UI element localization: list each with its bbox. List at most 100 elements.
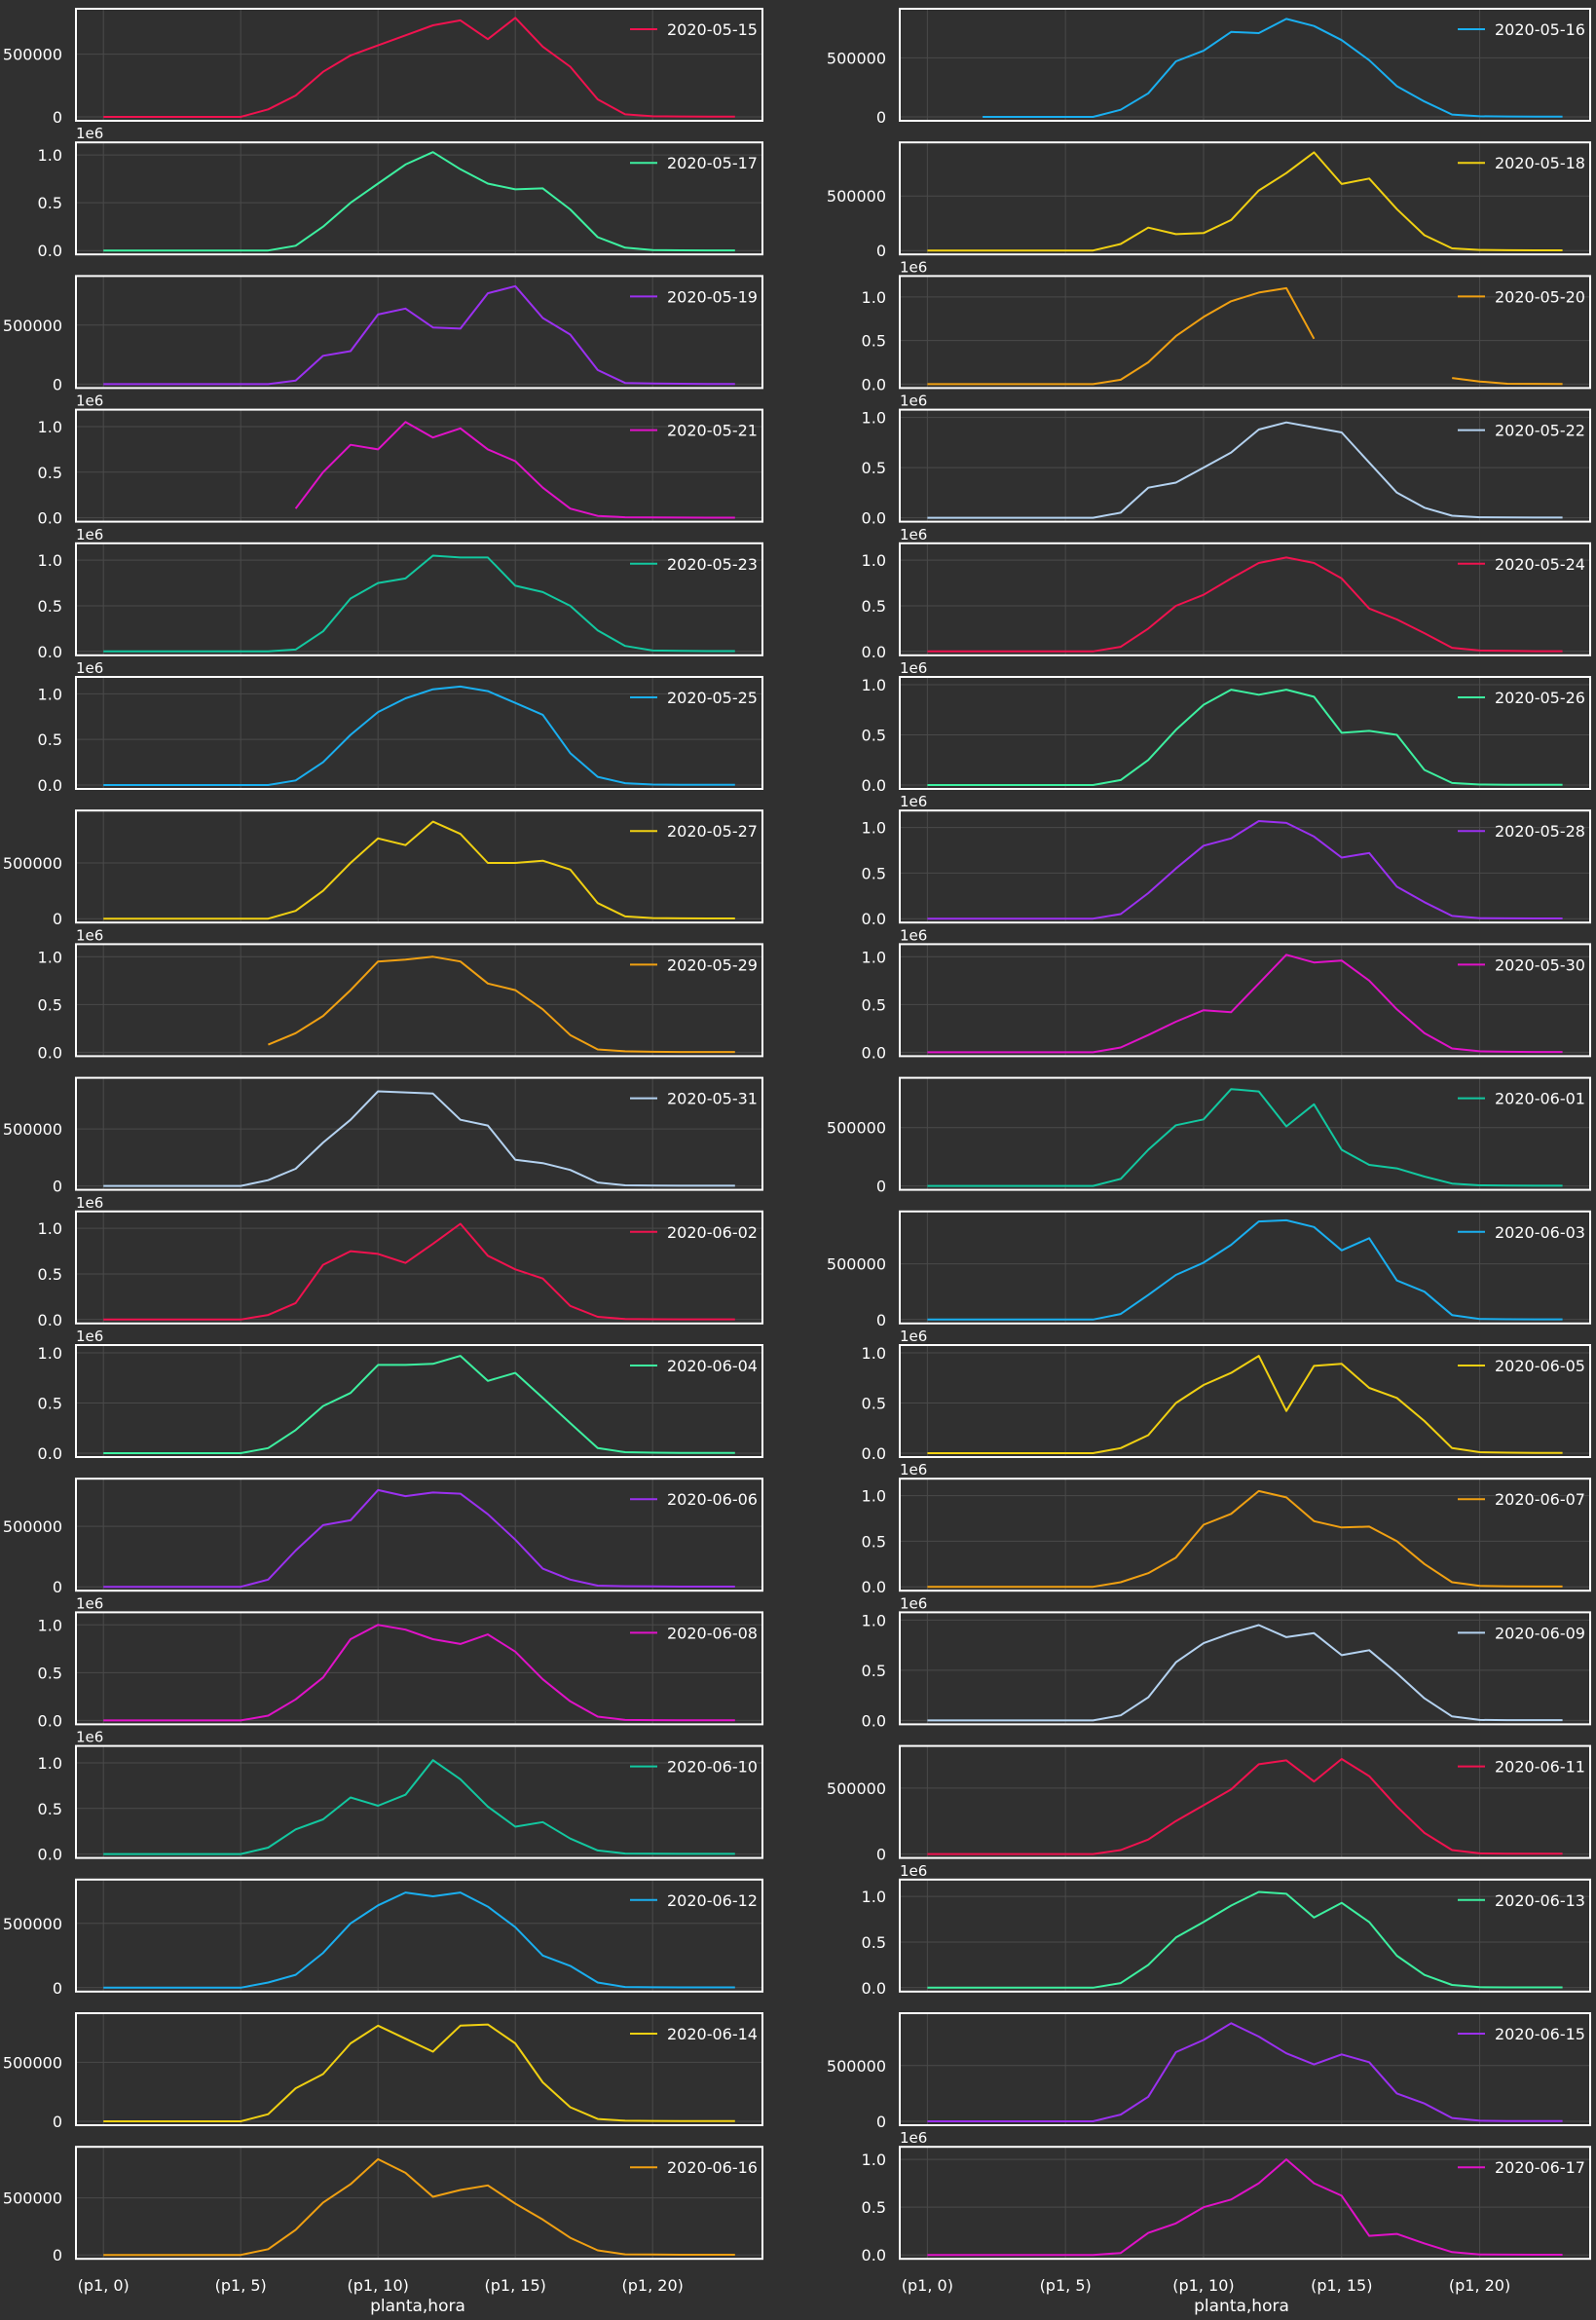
- y-tick-label: 0: [53, 2113, 62, 2131]
- y-tick-label: 0: [876, 1178, 886, 1196]
- plot-frame: [75, 2012, 763, 2126]
- y-offset-label: 1e6: [900, 258, 927, 276]
- series-line-2020-05-23: [103, 554, 735, 653]
- y-tick-label: 0: [53, 1578, 62, 1596]
- y-tick-label: 0.0: [38, 242, 62, 260]
- y-tick-label: 0.0: [862, 776, 886, 795]
- series-line-2020-05-31: [103, 1090, 735, 1187]
- plot-area: [76, 2013, 762, 2125]
- y-tick-label: 500000: [3, 1517, 62, 1536]
- legend-label: 2020-05-21: [667, 422, 758, 440]
- panel-2020-06-17: 0.0 0.5 1.0 1e6 2020-06-17 (p1, 0) (p1, 5) (p1,…: [862, 2129, 1591, 2295]
- legend-label: 2020-05-31: [667, 1090, 758, 1108]
- y-tick-label: 1.0: [38, 418, 62, 436]
- plot-area: [900, 9, 1590, 121]
- y-tick-label: 0.5: [38, 730, 62, 749]
- y-tick-label: 1.0: [862, 1344, 886, 1363]
- legend: 2020-05-28: [1458, 822, 1585, 841]
- legend-label: 2020-06-04: [667, 1357, 758, 1375]
- plot-area: [76, 1879, 762, 1992]
- y-tick-label: 0.5: [862, 459, 886, 477]
- y-tick-label: 0.5: [38, 995, 62, 1014]
- plot-frame: [899, 809, 1591, 924]
- y-offset-label: 1e6: [76, 125, 103, 142]
- panel-2020-05-28: 0.0 0.5 1.0 1e6 2020-05-28: [862, 793, 1591, 928]
- panel-2020-06-05: 0.0 0.5 1.0 1e6 2020-06-05: [862, 1328, 1591, 1463]
- y-tick-label: 1.0: [862, 551, 886, 570]
- panel-2020-05-16: 0 500000 2020-05-16: [827, 8, 1591, 127]
- plot-area: [76, 1745, 762, 1858]
- series-line-2020-05-30: [927, 954, 1563, 1054]
- series-line-2020-06-03: [927, 1218, 1563, 1321]
- legend-label: 2020-05-29: [667, 955, 758, 974]
- y-offset-label: 1e6: [76, 1328, 103, 1345]
- y-tick-label: 0: [876, 108, 886, 127]
- y-tick-label: 500000: [3, 1915, 62, 1933]
- series-line-2020-05-25: [103, 685, 735, 786]
- legend: 2020-05-26: [1458, 689, 1585, 707]
- y-offset-label: 1e6: [900, 1328, 927, 1345]
- plot-frame: [899, 141, 1591, 256]
- y-tick-label: 0.0: [862, 375, 886, 393]
- panel-2020-06-09: 0.0 0.5 1.0 1e6 2020-06-09: [862, 1594, 1591, 1730]
- x-tick-label: (p1, 20): [1449, 2276, 1510, 2295]
- y-tick-label: 500000: [3, 854, 62, 873]
- series-line-2020-06-07: [927, 1489, 1563, 1589]
- plot-area: [900, 543, 1590, 655]
- y-tick-label: 1.0: [38, 1754, 62, 1773]
- legend: 2020-05-25: [630, 689, 758, 707]
- y-tick-label: 0.0: [38, 643, 62, 661]
- plot-area: [900, 142, 1590, 255]
- y-offset-label: 1e6: [76, 1194, 103, 1212]
- y-tick-label: 0.5: [38, 464, 62, 482]
- y-offset-label: 1e6: [900, 1594, 927, 1612]
- legend: 2020-05-29: [630, 955, 758, 974]
- legend-label: 2020-06-10: [667, 1758, 758, 1777]
- panel-2020-05-24: 0.0 0.5 1.0 1e6 2020-05-24: [862, 526, 1591, 661]
- y-tick-label: 500000: [827, 1779, 886, 1798]
- legend: 2020-05-15: [630, 20, 758, 39]
- x-tick-label: (p1, 10): [1172, 2276, 1234, 2295]
- series-line-2020-05-16: [983, 18, 1563, 118]
- y-tick-label: 0.0: [862, 1444, 886, 1463]
- legend: 2020-06-04: [630, 1357, 758, 1375]
- panel-2020-06-01: 0 500000 2020-06-01: [827, 1076, 1591, 1196]
- y-tick-label: 0: [53, 910, 62, 928]
- y-tick-label: 0.5: [38, 1800, 62, 1818]
- series-line-2020-06-12: [103, 1891, 735, 1989]
- y-tick-label: 1.0: [862, 1888, 886, 1906]
- y-tick-label: 0.0: [38, 776, 62, 795]
- panel-2020-05-20: 0.0 0.5 1.0 1e6 2020-05-20: [862, 258, 1591, 393]
- y-tick-label: 1.0: [862, 676, 886, 694]
- plot-frame: [75, 2146, 763, 2261]
- plot-frame: [899, 943, 1591, 1058]
- plot-frame: [75, 1076, 763, 1191]
- y-tick-label: 0: [876, 1311, 886, 1329]
- y-tick-label: 0.0: [38, 1846, 62, 1864]
- y-tick-label: 0.0: [38, 1043, 62, 1062]
- legend: 2020-06-05: [1458, 1357, 1585, 1375]
- plot-area: [76, 276, 762, 389]
- plot-frame: [75, 1478, 763, 1592]
- y-tick-label: 1.0: [862, 819, 886, 838]
- legend: 2020-06-01: [1458, 1090, 1585, 1108]
- legend: 2020-05-22: [1458, 422, 1585, 440]
- y-tick-label: 0.0: [38, 509, 62, 528]
- panel-2020-06-06: 0 500000 2020-06-06: [3, 1478, 763, 1596]
- plot-area: [900, 677, 1590, 789]
- legend: 2020-05-19: [630, 287, 758, 306]
- series-line-2020-05-15: [103, 17, 735, 118]
- plot-frame: [75, 141, 763, 256]
- panel-2020-05-22: 0.0 0.5 1.0 1e6 2020-05-22: [862, 393, 1591, 528]
- panel-2020-06-02: 0.0 0.5 1.0 1e6 2020-06-02: [38, 1194, 763, 1329]
- panel-2020-05-17: 0.0 0.5 1.0 1e6 2020-05-17: [38, 125, 763, 260]
- y-tick-label: 1.0: [38, 1616, 62, 1634]
- series-line-2020-05-18: [927, 151, 1563, 252]
- plot-area: [76, 1345, 762, 1457]
- panel-2020-06-04: 0.0 0.5 1.0 1e6 2020-06-04: [38, 1328, 763, 1463]
- series-line-2020-06-11: [927, 1758, 1563, 1855]
- y-tick-label: 500000: [3, 1120, 62, 1139]
- plot-area: [76, 944, 762, 1057]
- legend-label: 2020-06-01: [1495, 1090, 1585, 1108]
- plot-area: [900, 1345, 1590, 1457]
